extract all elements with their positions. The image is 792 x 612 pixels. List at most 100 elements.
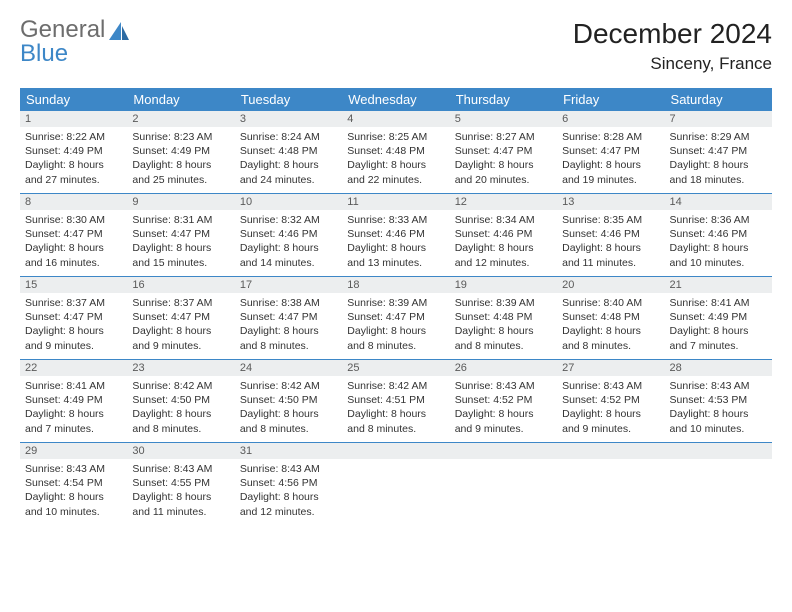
daylight-line: Daylight: 8 hours and 10 minutes.	[670, 241, 767, 269]
header: General Blue December 2024 Sinceny, Fran…	[20, 18, 772, 74]
day-body: Sunrise: 8:23 AMSunset: 4:49 PMDaylight:…	[127, 127, 234, 193]
sunrise-line: Sunrise: 8:42 AM	[132, 379, 229, 393]
sunset-line: Sunset: 4:47 PM	[347, 310, 444, 324]
daylight-line: Daylight: 8 hours and 25 minutes.	[132, 158, 229, 186]
dow-cell: Thursday	[450, 88, 557, 111]
daylight-line: Daylight: 8 hours and 8 minutes.	[455, 324, 552, 352]
daylight-line: Daylight: 8 hours and 15 minutes.	[132, 241, 229, 269]
sunrise-line: Sunrise: 8:40 AM	[562, 296, 659, 310]
day-cell: 4Sunrise: 8:25 AMSunset: 4:48 PMDaylight…	[342, 111, 449, 193]
day-number: 13	[557, 194, 664, 210]
day-body	[450, 459, 557, 468]
sunrise-line: Sunrise: 8:43 AM	[240, 462, 337, 476]
day-cell: .	[450, 443, 557, 525]
day-number: .	[450, 443, 557, 459]
sunrise-line: Sunrise: 8:39 AM	[455, 296, 552, 310]
day-body: Sunrise: 8:37 AMSunset: 4:47 PMDaylight:…	[127, 293, 234, 359]
day-cell: 14Sunrise: 8:36 AMSunset: 4:46 PMDayligh…	[665, 194, 772, 276]
dow-cell: Tuesday	[235, 88, 342, 111]
day-number: 22	[20, 360, 127, 376]
sunrise-line: Sunrise: 8:22 AM	[25, 130, 122, 144]
day-number: 9	[127, 194, 234, 210]
day-number: 21	[665, 277, 772, 293]
daylight-line: Daylight: 8 hours and 22 minutes.	[347, 158, 444, 186]
day-number: 10	[235, 194, 342, 210]
day-cell: 16Sunrise: 8:37 AMSunset: 4:47 PMDayligh…	[127, 277, 234, 359]
day-number: 12	[450, 194, 557, 210]
day-body: Sunrise: 8:24 AMSunset: 4:48 PMDaylight:…	[235, 127, 342, 193]
day-cell: 13Sunrise: 8:35 AMSunset: 4:46 PMDayligh…	[557, 194, 664, 276]
daylight-line: Daylight: 8 hours and 9 minutes.	[455, 407, 552, 435]
day-number: 3	[235, 111, 342, 127]
dow-cell: Monday	[127, 88, 234, 111]
day-body: Sunrise: 8:43 AMSunset: 4:56 PMDaylight:…	[235, 459, 342, 525]
day-body: Sunrise: 8:33 AMSunset: 4:46 PMDaylight:…	[342, 210, 449, 276]
sunset-line: Sunset: 4:51 PM	[347, 393, 444, 407]
daylight-line: Daylight: 8 hours and 11 minutes.	[562, 241, 659, 269]
daylight-line: Daylight: 8 hours and 8 minutes.	[132, 407, 229, 435]
day-number: 16	[127, 277, 234, 293]
title-block: December 2024 Sinceny, France	[573, 18, 772, 74]
day-body	[557, 459, 664, 468]
day-cell: 23Sunrise: 8:42 AMSunset: 4:50 PMDayligh…	[127, 360, 234, 442]
day-cell: 3Sunrise: 8:24 AMSunset: 4:48 PMDaylight…	[235, 111, 342, 193]
day-body: Sunrise: 8:43 AMSunset: 4:55 PMDaylight:…	[127, 459, 234, 525]
day-number: 4	[342, 111, 449, 127]
day-body: Sunrise: 8:39 AMSunset: 4:48 PMDaylight:…	[450, 293, 557, 359]
day-number: 1	[20, 111, 127, 127]
daylight-line: Daylight: 8 hours and 18 minutes.	[670, 158, 767, 186]
day-cell: 29Sunrise: 8:43 AMSunset: 4:54 PMDayligh…	[20, 443, 127, 525]
sunrise-line: Sunrise: 8:23 AM	[132, 130, 229, 144]
day-body: Sunrise: 8:37 AMSunset: 4:47 PMDaylight:…	[20, 293, 127, 359]
sunrise-line: Sunrise: 8:43 AM	[562, 379, 659, 393]
sunset-line: Sunset: 4:50 PM	[240, 393, 337, 407]
daylight-line: Daylight: 8 hours and 8 minutes.	[347, 324, 444, 352]
sunset-line: Sunset: 4:53 PM	[670, 393, 767, 407]
logo-word-blue: Blue	[20, 40, 68, 67]
day-number: 30	[127, 443, 234, 459]
sunset-line: Sunset: 4:47 PM	[132, 227, 229, 241]
day-cell: 9Sunrise: 8:31 AMSunset: 4:47 PMDaylight…	[127, 194, 234, 276]
day-cell: 28Sunrise: 8:43 AMSunset: 4:53 PMDayligh…	[665, 360, 772, 442]
daylight-line: Daylight: 8 hours and 7 minutes.	[670, 324, 767, 352]
weeks-container: 1Sunrise: 8:22 AMSunset: 4:49 PMDaylight…	[20, 111, 772, 525]
day-body: Sunrise: 8:41 AMSunset: 4:49 PMDaylight:…	[665, 293, 772, 359]
dow-row: SundayMondayTuesdayWednesdayThursdayFrid…	[20, 88, 772, 111]
day-body: Sunrise: 8:38 AMSunset: 4:47 PMDaylight:…	[235, 293, 342, 359]
sunrise-line: Sunrise: 8:42 AM	[347, 379, 444, 393]
daylight-line: Daylight: 8 hours and 9 minutes.	[25, 324, 122, 352]
sunset-line: Sunset: 4:48 PM	[347, 144, 444, 158]
daylight-line: Daylight: 8 hours and 24 minutes.	[240, 158, 337, 186]
daylight-line: Daylight: 8 hours and 14 minutes.	[240, 241, 337, 269]
sunrise-line: Sunrise: 8:28 AM	[562, 130, 659, 144]
day-cell: 19Sunrise: 8:39 AMSunset: 4:48 PMDayligh…	[450, 277, 557, 359]
sunset-line: Sunset: 4:48 PM	[455, 310, 552, 324]
sunrise-line: Sunrise: 8:35 AM	[562, 213, 659, 227]
sunset-line: Sunset: 4:47 PM	[670, 144, 767, 158]
sunset-line: Sunset: 4:56 PM	[240, 476, 337, 490]
daylight-line: Daylight: 8 hours and 8 minutes.	[240, 407, 337, 435]
day-body: Sunrise: 8:35 AMSunset: 4:46 PMDaylight:…	[557, 210, 664, 276]
sunset-line: Sunset: 4:47 PM	[25, 310, 122, 324]
day-number: 23	[127, 360, 234, 376]
day-cell: 17Sunrise: 8:38 AMSunset: 4:47 PMDayligh…	[235, 277, 342, 359]
day-number: 15	[20, 277, 127, 293]
sunset-line: Sunset: 4:48 PM	[240, 144, 337, 158]
day-number: 7	[665, 111, 772, 127]
day-body: Sunrise: 8:22 AMSunset: 4:49 PMDaylight:…	[20, 127, 127, 193]
day-number: 5	[450, 111, 557, 127]
day-number: 19	[450, 277, 557, 293]
title-location: Sinceny, France	[573, 54, 772, 74]
day-body: Sunrise: 8:41 AMSunset: 4:49 PMDaylight:…	[20, 376, 127, 442]
day-body: Sunrise: 8:30 AMSunset: 4:47 PMDaylight:…	[20, 210, 127, 276]
logo-text: General Blue	[20, 18, 105, 66]
day-body: Sunrise: 8:42 AMSunset: 4:50 PMDaylight:…	[235, 376, 342, 442]
daylight-line: Daylight: 8 hours and 13 minutes.	[347, 241, 444, 269]
week-row: 8Sunrise: 8:30 AMSunset: 4:47 PMDaylight…	[20, 193, 772, 276]
day-cell: 5Sunrise: 8:27 AMSunset: 4:47 PMDaylight…	[450, 111, 557, 193]
daylight-line: Daylight: 8 hours and 11 minutes.	[132, 490, 229, 518]
day-body: Sunrise: 8:40 AMSunset: 4:48 PMDaylight:…	[557, 293, 664, 359]
sunrise-line: Sunrise: 8:42 AM	[240, 379, 337, 393]
sunset-line: Sunset: 4:54 PM	[25, 476, 122, 490]
day-number: 27	[557, 360, 664, 376]
